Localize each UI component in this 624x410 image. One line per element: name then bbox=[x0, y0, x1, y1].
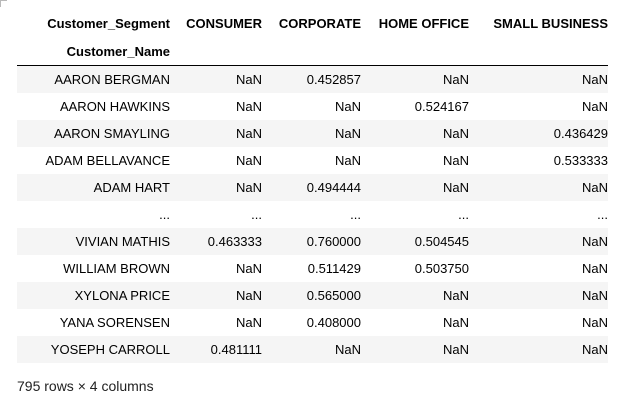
index-name-spacer bbox=[170, 38, 262, 66]
row-index-label: AARON HAWKINS bbox=[59, 99, 170, 114]
table-row: AARON SMAYLING NaN NaN NaN 0.436429 bbox=[17, 120, 608, 147]
row-index-label: YANA SORENSEN bbox=[59, 315, 170, 330]
table-row: YOSEPH CARROLL 0.481111 NaN NaN NaN bbox=[17, 336, 608, 363]
index-name-spacer bbox=[361, 38, 469, 66]
cell-home-office: 0.524167 bbox=[414, 99, 469, 114]
cell-small-business: NaN bbox=[581, 261, 608, 276]
cell-corporate: 0.494444 bbox=[306, 180, 361, 195]
table-row: YANA SORENSEN NaN 0.408000 NaN NaN bbox=[17, 309, 608, 336]
cell-corporate: 0.565000 bbox=[306, 288, 361, 303]
cell-small-business: 0.436429 bbox=[553, 126, 608, 141]
cell-small-business: NaN bbox=[581, 99, 608, 114]
columns-name-label: Customer_Segment bbox=[47, 16, 170, 31]
cell-corner-marker bbox=[0, 0, 7, 7]
cell-corporate: 0.760000 bbox=[306, 234, 361, 249]
cell-small-business: NaN bbox=[581, 288, 608, 303]
cell-corporate: NaN bbox=[334, 153, 361, 168]
cell-consumer: NaN bbox=[235, 180, 262, 195]
cell-consumer: 0.481111 bbox=[210, 342, 262, 357]
cell-small-business: NaN bbox=[581, 342, 608, 357]
cell-corporate: 0.511429 bbox=[307, 261, 361, 276]
table-row: ADAM HART NaN 0.494444 NaN NaN bbox=[17, 174, 608, 201]
cell-consumer: NaN bbox=[235, 72, 262, 87]
cell-consumer: NaN bbox=[235, 126, 262, 141]
column-header-consumer: CONSUMER bbox=[186, 16, 262, 31]
cell-home-office: NaN bbox=[442, 126, 469, 141]
index-name-label: Customer_Name bbox=[66, 44, 170, 59]
row-index-label: ADAM BELLAVANCE bbox=[45, 153, 170, 168]
cell-consumer: NaN bbox=[235, 261, 262, 276]
cell-home-office: 0.503750 bbox=[414, 261, 469, 276]
column-header-corporate: CORPORATE bbox=[278, 16, 361, 31]
row-index-label: AARON SMAYLING bbox=[53, 126, 170, 141]
table-row: ADAM BELLAVANCE NaN NaN NaN 0.533333 bbox=[17, 147, 608, 174]
column-header-home-office: HOME OFFICE bbox=[378, 16, 469, 31]
index-name-spacer bbox=[262, 38, 361, 66]
cell-consumer: NaN bbox=[235, 153, 262, 168]
row-index-label: XYLONA PRICE bbox=[74, 288, 170, 303]
dataframe-table: Customer_Segment CONSUMER CORPORATE HOME… bbox=[17, 10, 608, 363]
row-index-label: AARON BERGMAN bbox=[54, 72, 170, 87]
cell-home-office: NaN bbox=[442, 288, 469, 303]
cell-corporate: NaN bbox=[334, 126, 361, 141]
index-name-spacer bbox=[469, 38, 608, 66]
cell-corporate: ... bbox=[350, 207, 361, 222]
cell-consumer: 0.463333 bbox=[207, 234, 262, 249]
cell-home-office: ... bbox=[458, 207, 469, 222]
cell-home-office: NaN bbox=[442, 315, 469, 330]
index-name-row: Customer_Name bbox=[17, 38, 608, 66]
row-index-label: ... bbox=[159, 207, 170, 222]
cell-home-office: NaN bbox=[442, 342, 469, 357]
table-header: Customer_Segment CONSUMER CORPORATE HOME… bbox=[17, 10, 608, 66]
cell-home-office: NaN bbox=[442, 180, 469, 195]
cell-small-business: ... bbox=[597, 207, 608, 222]
row-index-label: WILLIAM BROWN bbox=[63, 261, 170, 276]
cell-corporate: 0.452857 bbox=[306, 72, 361, 87]
row-index-label: YOSEPH CARROLL bbox=[50, 342, 170, 357]
cell-consumer: ... bbox=[251, 207, 262, 222]
table-row: XYLONA PRICE NaN 0.565000 NaN NaN bbox=[17, 282, 608, 309]
table-row-ellipsis: ... ... ... ... ... bbox=[17, 201, 608, 228]
table-row: AARON HAWKINS NaN NaN 0.524167 NaN bbox=[17, 93, 608, 120]
cell-small-business: NaN bbox=[581, 180, 608, 195]
cell-home-office: NaN bbox=[442, 72, 469, 87]
column-header-small-business: SMALL BUSINESS bbox=[493, 16, 608, 31]
cell-small-business: NaN bbox=[581, 315, 608, 330]
cell-consumer: NaN bbox=[235, 315, 262, 330]
table-body: AARON BERGMAN NaN 0.452857 NaN NaN AARON… bbox=[17, 65, 608, 363]
cell-consumer: NaN bbox=[235, 288, 262, 303]
row-index-label: ADAM HART bbox=[93, 180, 170, 195]
cell-small-business: 0.533333 bbox=[553, 153, 608, 168]
cell-small-business: NaN bbox=[581, 72, 608, 87]
table-row: AARON BERGMAN NaN 0.452857 NaN NaN bbox=[17, 65, 608, 93]
cell-corporate: 0.408000 bbox=[306, 315, 361, 330]
table-row: VIVIAN MATHIS 0.463333 0.760000 0.504545… bbox=[17, 228, 608, 255]
cell-home-office: NaN bbox=[442, 153, 469, 168]
cell-consumer: NaN bbox=[235, 99, 262, 114]
cell-corporate: NaN bbox=[334, 342, 361, 357]
cell-corporate: NaN bbox=[334, 99, 361, 114]
column-header-row: Customer_Segment CONSUMER CORPORATE HOME… bbox=[17, 10, 608, 38]
table-row: WILLIAM BROWN NaN 0.511429 0.503750 NaN bbox=[17, 255, 608, 282]
cell-home-office: 0.504545 bbox=[414, 234, 469, 249]
cell-small-business: NaN bbox=[581, 234, 608, 249]
row-index-label: VIVIAN MATHIS bbox=[75, 234, 170, 249]
dataframe-shape-text: 795 rows × 4 columns bbox=[17, 378, 154, 394]
